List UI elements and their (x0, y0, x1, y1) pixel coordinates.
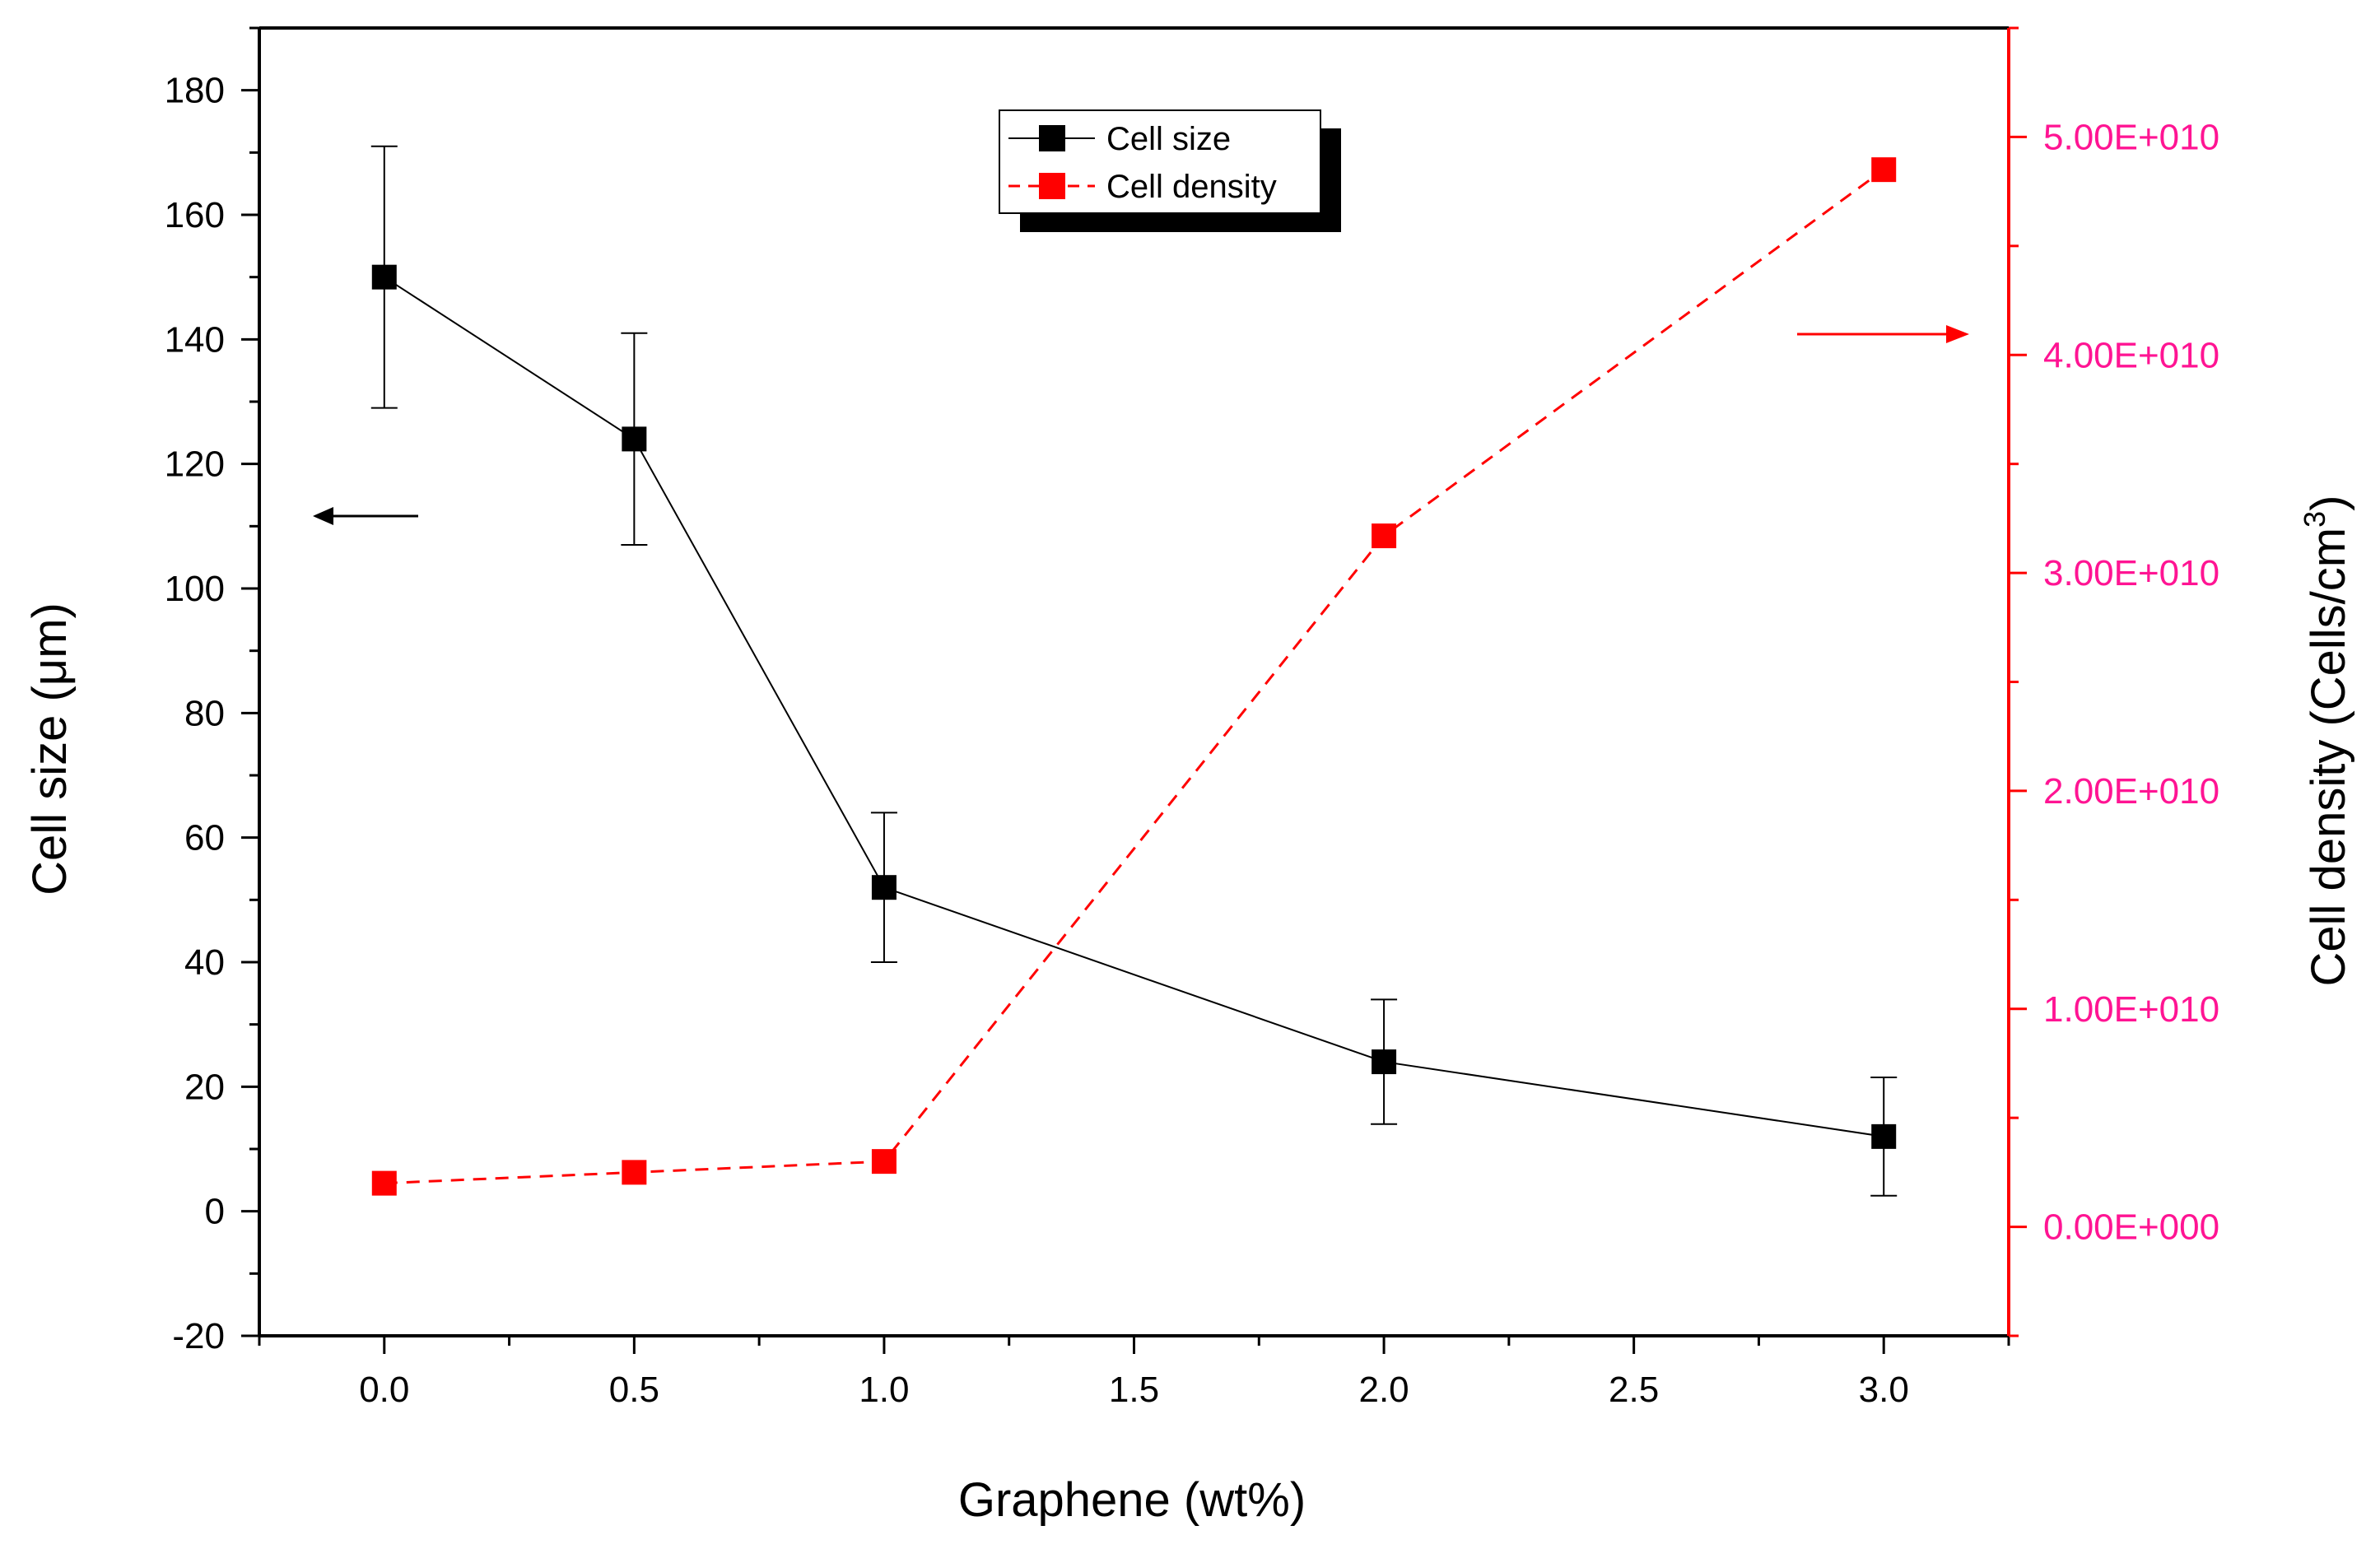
x-tick-label: 2.5 (1609, 1370, 1659, 1410)
y2-axis-title-close: ) (2302, 495, 2355, 511)
y-axis-title: Cell size (μm) (23, 602, 77, 895)
y-tick-label: 160 (165, 195, 225, 235)
y2-tick-label: 3.00E+010 (2043, 553, 2219, 593)
y2-tick-label: 2.00E+010 (2043, 771, 2219, 812)
y-tick-label: 80 (184, 693, 225, 733)
y2-axis-title-sup: 3 (2298, 511, 2331, 528)
y2-tick-label: 4.00E+010 (2043, 335, 2219, 375)
point-cell-density (622, 1160, 647, 1185)
left-axis-arrow (313, 507, 418, 525)
point-cell-density (1871, 157, 1897, 183)
y-tick-label: 40 (184, 942, 225, 983)
y-tick-label: 20 (184, 1067, 225, 1107)
x-tick-label: 2.0 (1358, 1370, 1409, 1410)
point-cell-size (1372, 1049, 1397, 1075)
y-axis-left: -20 0 20 40 60 80 100 120 140 160 180 (165, 26, 259, 1356)
point-cell-size (871, 875, 897, 900)
point-cell-size (1871, 1123, 1897, 1149)
point-cell-size (371, 264, 397, 290)
y-tick-label: 120 (165, 444, 225, 485)
legend-label-cell-density: Cell density (1106, 169, 1277, 205)
x-tick-label: 1.0 (859, 1370, 909, 1410)
y2-axis-title-main: Cell density (Cells/cm (2302, 528, 2355, 987)
y-tick-label: 0 (205, 1192, 225, 1232)
right-axis-arrow (1797, 325, 1969, 343)
y2-axis-title: Cell density (Cells/cm3) (2298, 495, 2355, 987)
y2-tick-label: 0.00E+000 (2043, 1207, 2219, 1248)
y-tick-label: 180 (165, 71, 225, 111)
y-tick-label: 100 (165, 569, 225, 609)
legend-label-cell-size: Cell size (1106, 121, 1231, 157)
x-axis-title: Graphene (wt%) (958, 1473, 1306, 1527)
point-cell-size (622, 426, 647, 452)
point-cell-density (1372, 523, 1397, 549)
x-tick-label: 0.0 (359, 1370, 409, 1410)
y-tick-label: -20 (172, 1316, 225, 1356)
x-tick-label: 0.5 (609, 1370, 659, 1410)
point-cell-density (371, 1170, 397, 1196)
x-tick-label: 1.5 (1109, 1370, 1159, 1410)
y-tick-label: 60 (184, 818, 225, 858)
x-axis: 0.0 0.5 1.0 1.5 2.0 2.5 3.0 (258, 1336, 2010, 1410)
y2-tick-label: 5.00E+010 (2043, 117, 2219, 157)
series-layer (370, 145, 1898, 1197)
point-cell-density (871, 1149, 897, 1175)
legend-marker-cell-size (1039, 125, 1065, 151)
series-line-cell-size (384, 276, 1884, 1137)
y-tick-label: 140 (165, 319, 225, 360)
series-line-cell-density (384, 168, 1885, 1185)
x-tick-label: 3.0 (1859, 1370, 1909, 1410)
y2-tick-label: 1.00E+010 (2043, 989, 2219, 1030)
legend: Cell size Cell density (999, 109, 1341, 232)
legend-marker-cell-density (1039, 173, 1065, 199)
y-axis-right: 0.00E+000 1.00E+010 2.00E+010 3.00E+010 4.00… (2009, 26, 2219, 1337)
